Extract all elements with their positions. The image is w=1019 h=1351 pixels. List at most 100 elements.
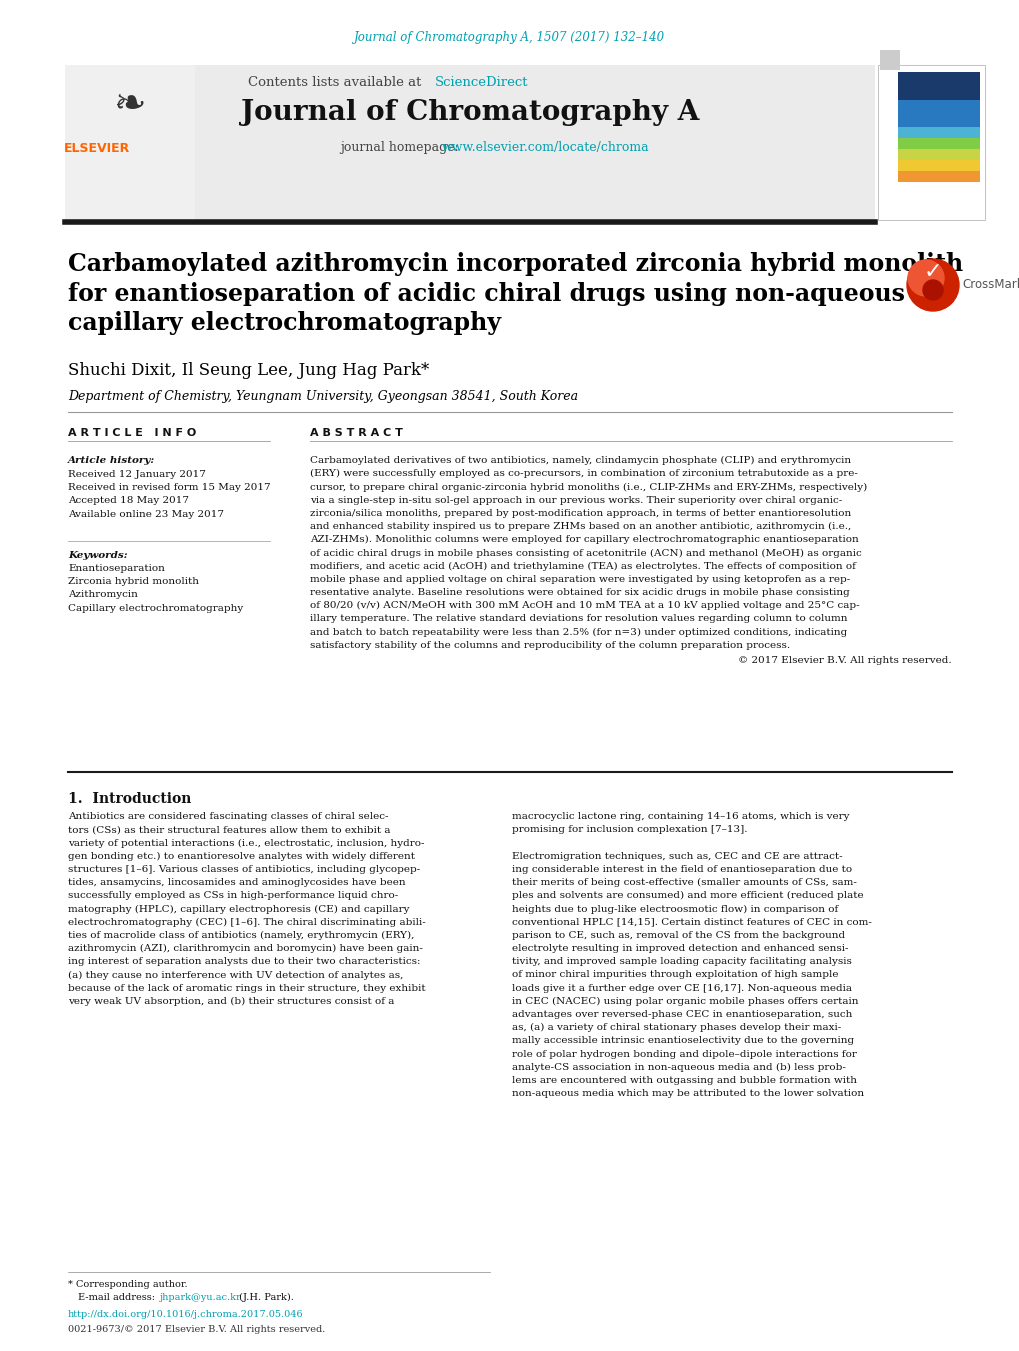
Circle shape xyxy=(922,280,943,300)
Text: satisfactory stability of the columns and reproducibility of the column preparat: satisfactory stability of the columns an… xyxy=(310,640,790,650)
Bar xyxy=(897,132,979,138)
Text: role of polar hydrogen bonding and dipole–dipole interactions for: role of polar hydrogen bonding and dipol… xyxy=(512,1050,856,1059)
Text: Carbamoylated derivatives of two antibiotics, namely, clindamycin phosphate (CLI: Carbamoylated derivatives of two antibio… xyxy=(310,457,850,465)
Text: journal homepage:: journal homepage: xyxy=(339,142,463,154)
Text: via a single-step in-situ sol-gel approach in our previous works. Their superior: via a single-step in-situ sol-gel approa… xyxy=(310,496,842,505)
Text: zirconia/silica monoliths, prepared by post-modification approach, in terms of b: zirconia/silica monoliths, prepared by p… xyxy=(310,509,851,517)
Text: successfully employed as CSs in high-performance liquid chro-: successfully employed as CSs in high-per… xyxy=(68,892,397,900)
Circle shape xyxy=(907,259,943,296)
Text: matography (HPLC), capillary electrophoresis (CE) and capillary: matography (HPLC), capillary electrophor… xyxy=(68,904,409,913)
Text: Journal of Chromatography A, 1507 (2017) 132–140: Journal of Chromatography A, 1507 (2017)… xyxy=(354,31,665,45)
Bar xyxy=(897,127,979,132)
Text: as, (a) a variety of chiral stationary phases develop their maxi-: as, (a) a variety of chiral stationary p… xyxy=(512,1023,841,1032)
Bar xyxy=(897,166,979,172)
Text: ❧: ❧ xyxy=(113,86,146,124)
Text: very weak UV absorption, and (b) their structures consist of a: very weak UV absorption, and (b) their s… xyxy=(68,997,394,1006)
Bar xyxy=(897,100,979,105)
Text: because of the lack of aromatic rings in their structure, they exhibit: because of the lack of aromatic rings in… xyxy=(68,984,425,993)
Text: Electromigration techniques, such as, CEC and CE are attract-: Electromigration techniques, such as, CE… xyxy=(512,851,842,861)
Bar xyxy=(879,50,899,70)
Bar xyxy=(65,65,195,220)
Text: ELSEVIER: ELSEVIER xyxy=(64,142,130,154)
Bar xyxy=(897,143,979,149)
Text: tides, ansamycins, lincosamides and aminoglycosides have been: tides, ansamycins, lincosamides and amin… xyxy=(68,878,406,888)
Text: ties of macrolide class of antibiotics (namely, erythromycin (ERY),: ties of macrolide class of antibiotics (… xyxy=(68,931,414,940)
Text: * Corresponding author.: * Corresponding author. xyxy=(68,1279,187,1289)
Text: electrolyte resulting in improved detection and enhanced sensi-: electrolyte resulting in improved detect… xyxy=(512,944,848,952)
Text: tivity, and improved sample loading capacity facilitating analysis: tivity, and improved sample loading capa… xyxy=(512,958,851,966)
Text: E-mail address:: E-mail address: xyxy=(77,1293,158,1302)
Text: variety of potential interactions (i.e., electrostatic, inclusion, hydro-: variety of potential interactions (i.e.,… xyxy=(68,839,424,847)
Text: lems are encountered with outgassing and bubble formation with: lems are encountered with outgassing and… xyxy=(512,1075,856,1085)
Text: www.elsevier.com/locate/chroma: www.elsevier.com/locate/chroma xyxy=(441,142,649,154)
Text: Capillary electrochromatography: Capillary electrochromatography xyxy=(68,604,243,612)
Bar xyxy=(877,65,984,220)
Text: ples and solvents are consumed) and more efficient (reduced plate: ples and solvents are consumed) and more… xyxy=(512,892,863,900)
Text: modifiers, and acetic acid (AcOH) and triethylamine (TEA) as electrolytes. The e: modifiers, and acetic acid (AcOH) and tr… xyxy=(310,562,855,570)
Text: ScienceDirect: ScienceDirect xyxy=(434,76,528,89)
Text: gen bonding etc.) to enantioresolve analytes with widely different: gen bonding etc.) to enantioresolve anal… xyxy=(68,851,415,861)
Text: 1.  Introduction: 1. Introduction xyxy=(68,792,192,807)
Text: analyte-CS association in non-aqueous media and (b) less prob-: analyte-CS association in non-aqueous me… xyxy=(512,1063,845,1071)
Text: Contents lists available at: Contents lists available at xyxy=(248,76,430,89)
Text: 0021-9673/© 2017 Elsevier B.V. All rights reserved.: 0021-9673/© 2017 Elsevier B.V. All right… xyxy=(68,1325,325,1333)
Text: mobile phase and applied voltage on chiral separation were investigated by using: mobile phase and applied voltage on chir… xyxy=(310,574,850,584)
Text: ing interest of separation analysts due to their two characteristics:: ing interest of separation analysts due … xyxy=(68,958,420,966)
Text: Journal of Chromatography A: Journal of Chromatography A xyxy=(240,100,698,127)
Text: Received in revised form 15 May 2017: Received in revised form 15 May 2017 xyxy=(68,484,270,492)
Circle shape xyxy=(906,259,958,311)
Text: parison to CE, such as, removal of the CS from the background: parison to CE, such as, removal of the C… xyxy=(512,931,845,940)
Text: resentative analyte. Baseline resolutions were obtained for six acidic drugs in : resentative analyte. Baseline resolution… xyxy=(310,588,849,597)
Text: Article history:: Article history: xyxy=(68,457,155,465)
Text: Department of Chemistry, Yeungnam University, Gyeongsan 38541, South Korea: Department of Chemistry, Yeungnam Univer… xyxy=(68,390,578,403)
Text: jhpark@yu.ac.kr: jhpark@yu.ac.kr xyxy=(160,1293,242,1302)
Bar xyxy=(897,105,979,111)
Text: Carbamoylated azithromycin incorporated zirconia hybrid monolith
for enantiosepa: Carbamoylated azithromycin incorporated … xyxy=(68,253,962,335)
Text: CrossMark: CrossMark xyxy=(961,277,1019,290)
Text: Zirconia hybrid monolith: Zirconia hybrid monolith xyxy=(68,577,199,586)
Text: loads give it a further edge over CE [16,17]. Non-aqueous media: loads give it a further edge over CE [16… xyxy=(512,984,851,993)
Text: AZI-ZHMs). Monolithic columns were employed for capillary electrochromatographic: AZI-ZHMs). Monolithic columns were emplo… xyxy=(310,535,858,544)
Bar xyxy=(897,172,979,177)
Text: Keywords:: Keywords: xyxy=(68,551,127,561)
Text: Received 12 January 2017: Received 12 January 2017 xyxy=(68,470,206,480)
Bar xyxy=(897,122,979,127)
Text: A R T I C L E   I N F O: A R T I C L E I N F O xyxy=(68,428,196,438)
Text: mally accessible intrinsic enantioselectivity due to the governing: mally accessible intrinsic enantioselect… xyxy=(512,1036,853,1046)
Bar xyxy=(897,177,979,182)
Text: promising for inclusion complexation [7–13].: promising for inclusion complexation [7–… xyxy=(512,825,747,834)
Text: macrocyclic lactone ring, containing 14–16 atoms, which is very: macrocyclic lactone ring, containing 14–… xyxy=(512,812,849,821)
Text: structures [1–6]. Various classes of antibiotics, including glycopep-: structures [1–6]. Various classes of ant… xyxy=(68,865,420,874)
Bar xyxy=(897,82,979,89)
Text: (ERY) were successfully employed as co-precursors, in combination of zirconium t: (ERY) were successfully employed as co-p… xyxy=(310,469,857,478)
Bar xyxy=(897,116,979,122)
Bar xyxy=(897,89,979,95)
Text: electrochromatography (CEC) [1–6]. The chiral discriminating abili-: electrochromatography (CEC) [1–6]. The c… xyxy=(68,917,425,927)
Text: (a) they cause no interference with UV detection of analytes as,: (a) they cause no interference with UV d… xyxy=(68,970,403,979)
Text: in CEC (NACEC) using polar organic mobile phases offers certain: in CEC (NACEC) using polar organic mobil… xyxy=(512,997,858,1006)
Text: tors (CSs) as their structural features allow them to exhibit a: tors (CSs) as their structural features … xyxy=(68,825,390,834)
Bar xyxy=(897,159,979,166)
Text: and enhanced stability inspired us to prepare ZHMs based on an another antibioti: and enhanced stability inspired us to pr… xyxy=(310,521,851,531)
Text: their merits of being cost-effective (smaller amounts of CSs, sam-: their merits of being cost-effective (sm… xyxy=(512,878,856,888)
Text: (J.H. Park).: (J.H. Park). xyxy=(235,1293,293,1302)
Text: and batch to batch repeatability were less than 2.5% (for n=3) under optimized c: and batch to batch repeatability were le… xyxy=(310,628,847,636)
Text: http://dx.doi.org/10.1016/j.chroma.2017.05.046: http://dx.doi.org/10.1016/j.chroma.2017.… xyxy=(68,1310,304,1319)
Text: ✓: ✓ xyxy=(923,262,942,282)
Text: azithromycin (AZI), clarithromycin and boromycin) have been gain-: azithromycin (AZI), clarithromycin and b… xyxy=(68,944,423,952)
Bar xyxy=(897,138,979,143)
Text: ing considerable interest in the field of enantioseparation due to: ing considerable interest in the field o… xyxy=(512,865,851,874)
Text: of acidic chiral drugs in mobile phases consisting of acetonitrile (ACN) and met: of acidic chiral drugs in mobile phases … xyxy=(310,549,861,558)
Bar xyxy=(897,111,979,116)
Bar xyxy=(897,154,979,159)
Text: Accepted 18 May 2017: Accepted 18 May 2017 xyxy=(68,496,189,505)
Text: conventional HPLC [14,15]. Certain distinct features of CEC in com-: conventional HPLC [14,15]. Certain disti… xyxy=(512,917,871,927)
Text: advantages over reversed-phase CEC in enantioseparation, such: advantages over reversed-phase CEC in en… xyxy=(512,1011,852,1019)
Text: Available online 23 May 2017: Available online 23 May 2017 xyxy=(68,509,224,519)
Text: cursor, to prepare chiral organic-zirconia hybrid monoliths (i.e., CLIP-ZHMs and: cursor, to prepare chiral organic-zircon… xyxy=(310,482,866,492)
Text: Azithromycin: Azithromycin xyxy=(68,590,138,600)
Text: A B S T R A C T: A B S T R A C T xyxy=(310,428,403,438)
Bar xyxy=(897,77,979,82)
Text: of 80/20 (v/v) ACN/MeOH with 300 mM AcOH and 10 mM TEA at a 10 kV applied voltag: of 80/20 (v/v) ACN/MeOH with 300 mM AcOH… xyxy=(310,601,859,611)
Text: non-aqueous media which may be attributed to the lower solvation: non-aqueous media which may be attribute… xyxy=(512,1089,863,1098)
